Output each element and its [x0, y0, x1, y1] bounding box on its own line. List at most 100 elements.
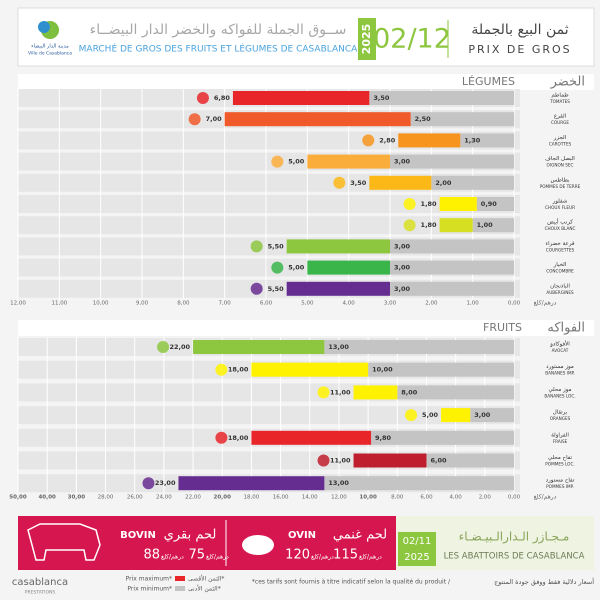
category-ar: الأفوكادو: [549, 340, 570, 348]
x-tick-label: 3,00: [384, 301, 397, 307]
unit: درهم/كلغ: [206, 554, 229, 561]
price-bar: [286, 239, 390, 254]
x-tick-label: 8,00: [177, 301, 190, 307]
section-bar: [18, 74, 594, 90]
price-bar: [286, 281, 390, 296]
category-ar: تفاح محلي: [548, 455, 573, 461]
product-icon: [196, 92, 209, 104]
min-label: 2,50: [415, 115, 432, 123]
x-tick-label: 20,00: [214, 495, 232, 501]
category-ar: شفلور: [552, 199, 568, 205]
price-bar: [441, 408, 471, 423]
min-bar: [397, 385, 514, 400]
category-label: AUBERGINES: [546, 290, 574, 295]
category-label: CHOUX FLEUR: [545, 205, 575, 210]
category-label: COURGE: [551, 120, 569, 125]
ovin-price: 115: [333, 548, 358, 563]
category-label: POMMES LOC.: [545, 462, 574, 467]
category-label: TOMATES: [549, 99, 570, 104]
x-tick-label: 26,00: [127, 495, 143, 501]
category-label: BANANES IMP.: [545, 371, 575, 376]
min-bar: [431, 175, 514, 190]
x-tick-label: 1,00: [467, 301, 480, 307]
price-bar: [398, 133, 461, 148]
category-ar: موز مستورد: [546, 364, 574, 370]
category-ar: القرع: [554, 114, 567, 120]
x-tick-label: 10,00: [93, 301, 109, 307]
product-icon: [405, 409, 418, 422]
header-box: [17, 7, 595, 67]
x-tick-label: 12,00: [331, 495, 347, 501]
product-icon: [317, 386, 330, 399]
min-bar: [324, 476, 514, 491]
max-label: 7,00: [206, 115, 223, 123]
max-label: 22,00: [169, 343, 190, 351]
city-fr: Ville de Casablanca: [28, 51, 72, 57]
min-label: 3,50: [373, 94, 390, 102]
legend-ar: الثمن الأدنى*: [188, 585, 221, 593]
max-label: 11,00: [330, 388, 351, 396]
brand-sub: PRESTATIONS: [25, 590, 56, 596]
product-icon: [250, 240, 263, 253]
city-ar: مدينة الدار البيضاء: [31, 44, 69, 50]
price-bar: [439, 197, 477, 211]
x-tick-label: 30,00: [68, 495, 86, 501]
min-label: 1,00: [477, 221, 494, 229]
price-bar: [353, 385, 398, 400]
category-ar: الفراولة: [551, 432, 569, 438]
category-ar: بطاطس: [550, 177, 570, 183]
x-tick-label: 6,00: [420, 495, 433, 501]
x-tick-label: 2,00: [479, 495, 492, 501]
section-title-ar: الفواكه: [547, 321, 585, 336]
min-bar: [476, 197, 514, 211]
price-bar: [439, 218, 473, 233]
category-label: CHOUX BLANC: [545, 226, 576, 231]
x-tick-label: 16,00: [273, 495, 289, 501]
max-label: 1,80: [421, 200, 438, 208]
min-label: 3,00: [394, 242, 411, 250]
x-tick-label: 8,00: [391, 495, 404, 501]
max-label: 6,80: [214, 94, 231, 102]
category-label: ORANGES: [550, 416, 571, 421]
category-label: POMMES IMP.: [546, 484, 574, 489]
x-tick-label: 5,00: [301, 301, 314, 307]
unit: درهم/كلغ: [311, 554, 334, 561]
legend-fr: Prix maximum*: [126, 576, 172, 583]
ovin-price: 120: [285, 548, 310, 563]
bovin-label: BOVIN: [120, 530, 156, 541]
price-bar: [224, 112, 411, 127]
abattoir-fr: LES ABATTOIRS DE CASABLANCA: [444, 552, 585, 562]
category-label: FRAISE: [553, 439, 568, 444]
x-tick-label: 0,00: [508, 301, 521, 307]
x-tick-label: 28,00: [98, 495, 114, 501]
product-icon: [188, 113, 201, 126]
min-label: 6,00: [430, 457, 447, 465]
bovin-label-ar: لحم بقري: [164, 528, 217, 543]
date: 02/12: [373, 24, 451, 55]
ovin-label-ar: لحم غنمي: [333, 528, 387, 543]
logo: [38, 21, 50, 33]
min-bar: [472, 218, 514, 233]
x-tick-label: 10,00: [359, 495, 377, 501]
legend-swatch: [175, 586, 185, 591]
max-label: 23,00: [155, 479, 176, 487]
abattoir-ar: مـجـازر الـدارالـبيـضـاء: [459, 530, 570, 545]
section-title: FRUITS: [483, 321, 522, 334]
product-icon: [333, 176, 346, 189]
min-bar: [390, 281, 514, 296]
min-bar: [324, 340, 514, 354]
price-bar: [369, 175, 432, 190]
product-icon: [215, 363, 228, 376]
min-label: 0,90: [481, 200, 498, 208]
x-tick-label: 6,00: [260, 301, 273, 307]
axis-unit: درهم/كلغ: [534, 300, 557, 307]
category-label: CONCOMBRE: [546, 269, 574, 274]
x-tick-label: 14,00: [302, 495, 318, 501]
ovin-label: OVIN: [288, 530, 316, 541]
product-icon: [157, 341, 170, 353]
min-label: 3,00: [394, 285, 411, 293]
x-tick-label: 22,00: [185, 495, 201, 501]
title-fr: PRIX DE GROS: [468, 43, 571, 56]
price-bar: [307, 260, 390, 275]
